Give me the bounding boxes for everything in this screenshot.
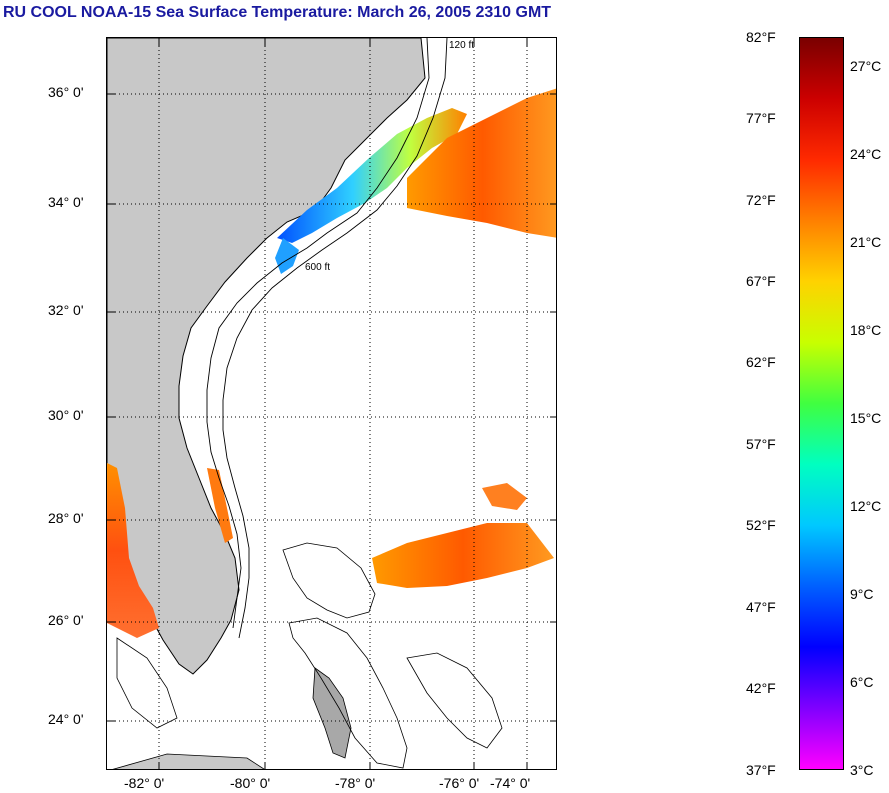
cb-label-67f: 67°F [746,273,776,289]
map-canvas: 120 ft 600 ft [107,38,556,769]
cb-label-82f: 82°F [746,29,776,45]
gulf-stream-north [407,88,556,238]
bahamas-contours [116,542,503,769]
lat-label-24: 24° 0' [48,711,84,727]
warm-patch-small [482,483,527,510]
contour-120ft [206,38,430,629]
contour-label-120: 120 ft [449,40,474,51]
cb-label-3c: 3°C [850,762,874,778]
cb-label-52f: 52°F [746,517,776,533]
sc-coast-cool [275,238,299,274]
cb-label-42f: 42°F [746,680,776,696]
cb-label-47f: 47°F [746,599,776,615]
cb-label-24c: 24°C [850,146,882,162]
lat-label-34: 34° 0' [48,194,84,210]
cb-label-9c: 9°C [850,586,874,602]
landmass-us [107,38,426,675]
gulf-warm-water [107,463,159,638]
cuba-land [112,753,265,769]
lat-label-26: 26° 0' [48,612,84,628]
cb-label-21c: 21°C [850,234,882,250]
cb-label-6c: 6°C [850,674,874,690]
florida-east-warm [207,468,233,543]
cb-label-12c: 12°C [850,498,882,514]
cb-label-27c: 27°C [850,58,882,74]
temperature-colorbar [799,37,844,770]
lon-label-80: -80° 0' [230,775,271,791]
contour-600ft [222,38,448,639]
cb-label-15c: 15°C [850,410,882,426]
lat-label-28: 28° 0' [48,510,84,526]
cb-label-37f: 37°F [746,762,776,778]
cb-label-62f: 62°F [746,354,776,370]
cb-label-77f: 77°F [746,110,776,126]
lat-label-32: 32° 0' [48,302,84,318]
lon-label-82: -82° 0' [124,775,165,791]
cb-label-18c: 18°C [850,322,882,338]
lat-label-30: 30° 0' [48,407,84,423]
cb-label-57f: 57°F [746,436,776,452]
sst-map[interactable]: 120 ft 600 ft [106,37,557,770]
lat-label-36: 36° 0' [48,84,84,100]
page-title: RU COOL NOAA-15 Sea Surface Temperature:… [3,4,552,21]
nc-cool-water [277,108,467,243]
contour-label-600: 600 ft [305,262,330,273]
lon-label-78: -78° 0' [335,775,376,791]
lon-label-74: -74° 0' [490,775,531,791]
lon-label-76: -76° 0' [439,775,480,791]
cb-label-72f: 72°F [746,192,776,208]
bahamas-land [312,667,352,759]
map-ticks [107,38,556,769]
warm-patch-south [372,523,554,588]
